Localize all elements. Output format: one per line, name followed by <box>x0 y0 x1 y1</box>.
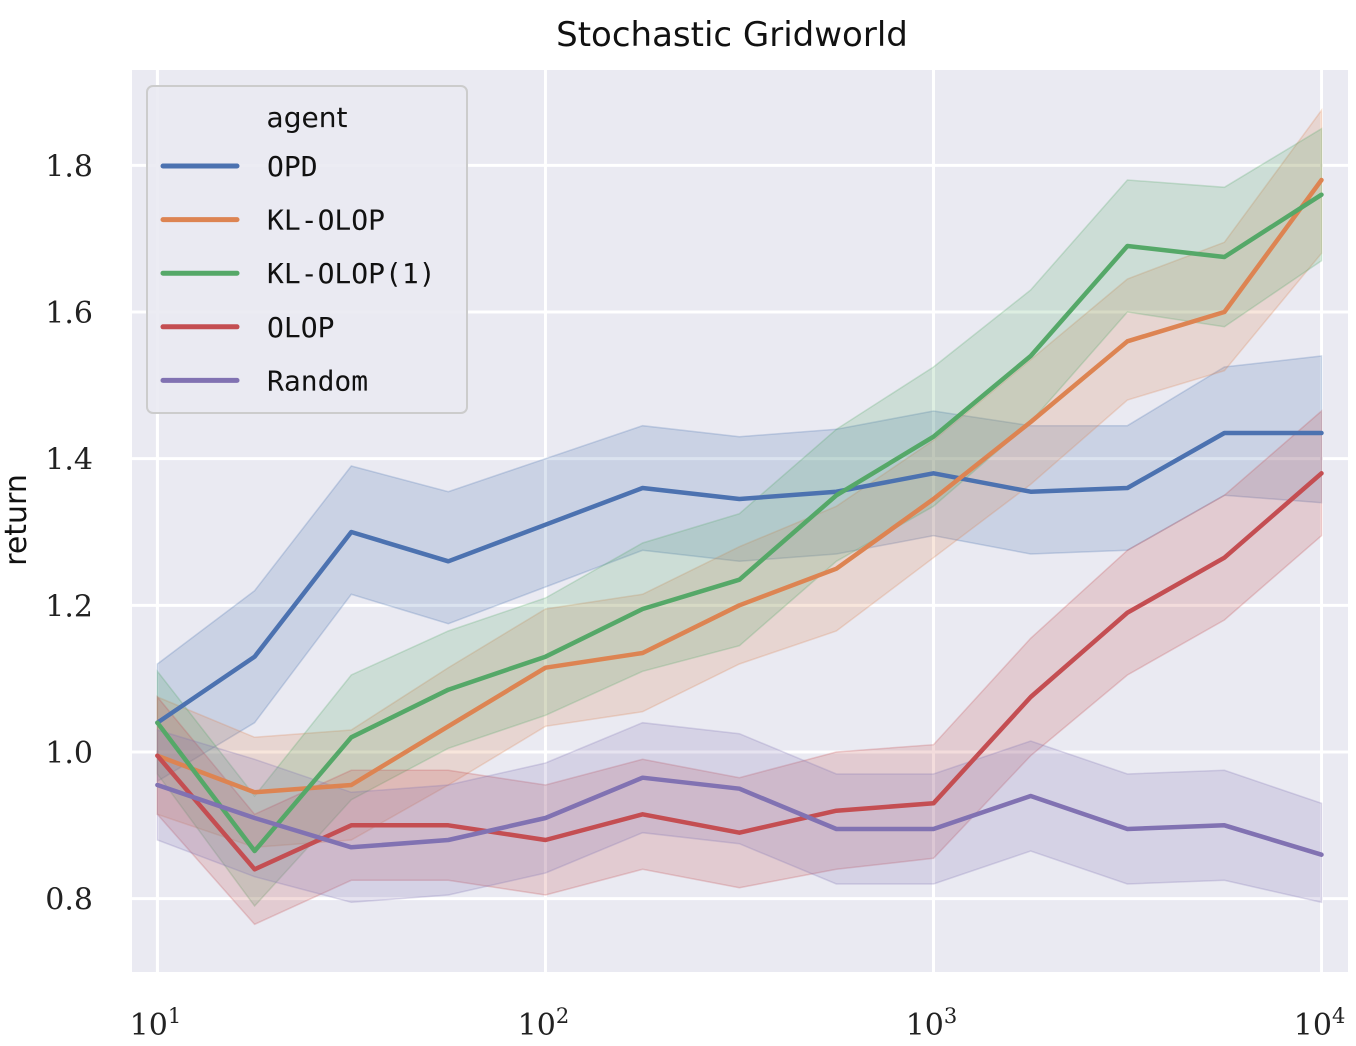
x-tick-label: 101 <box>130 1004 182 1043</box>
x-axis-ticks: 101 102 103 104 <box>130 1004 1346 1043</box>
line-kl-olop-1 <box>155 192 1324 854</box>
y-axis-label: return <box>0 474 34 566</box>
line-random <box>155 775 1324 857</box>
line-olop <box>155 471 1324 872</box>
legend-title: agent <box>267 101 348 134</box>
legend: agent OPD KL-OLOP KL-OLOP(1) OLOP Random <box>146 85 468 414</box>
legend-label: KL-OLOP <box>267 204 385 237</box>
band-olop <box>156 409 1323 926</box>
legend-label: Random <box>267 364 368 397</box>
y-tick-label: 1.4 <box>45 443 93 478</box>
line-kl-olop <box>155 177 1324 795</box>
y-tick-label: 1.0 <box>45 736 93 771</box>
x-tick-label: 104 <box>1294 1004 1346 1043</box>
y-tick-label: 1.2 <box>45 589 93 624</box>
x-tick-label: 103 <box>906 1004 958 1043</box>
x-tick-label: 102 <box>518 1004 570 1043</box>
y-tick-label: 0.8 <box>45 883 93 918</box>
y-axis-ticks: 0.8 1.0 1.2 1.4 1.6 1.8 <box>45 149 93 917</box>
band-kl-olop <box>156 108 1323 849</box>
legend-label: OPD <box>267 150 318 183</box>
band-random <box>156 721 1323 904</box>
legend-label: OLOP <box>267 311 334 344</box>
band-opd <box>156 355 1323 783</box>
y-tick-label: 1.6 <box>45 296 93 331</box>
series-lines <box>155 177 1324 872</box>
band-kl-olop-1 <box>156 127 1323 908</box>
confidence-bands <box>156 108 1323 926</box>
legend-label: KL-OLOP(1) <box>267 257 436 290</box>
chart-title: Stochastic Gridworld <box>556 15 908 55</box>
y-tick-label: 1.8 <box>45 149 93 184</box>
line-opd <box>155 430 1324 725</box>
